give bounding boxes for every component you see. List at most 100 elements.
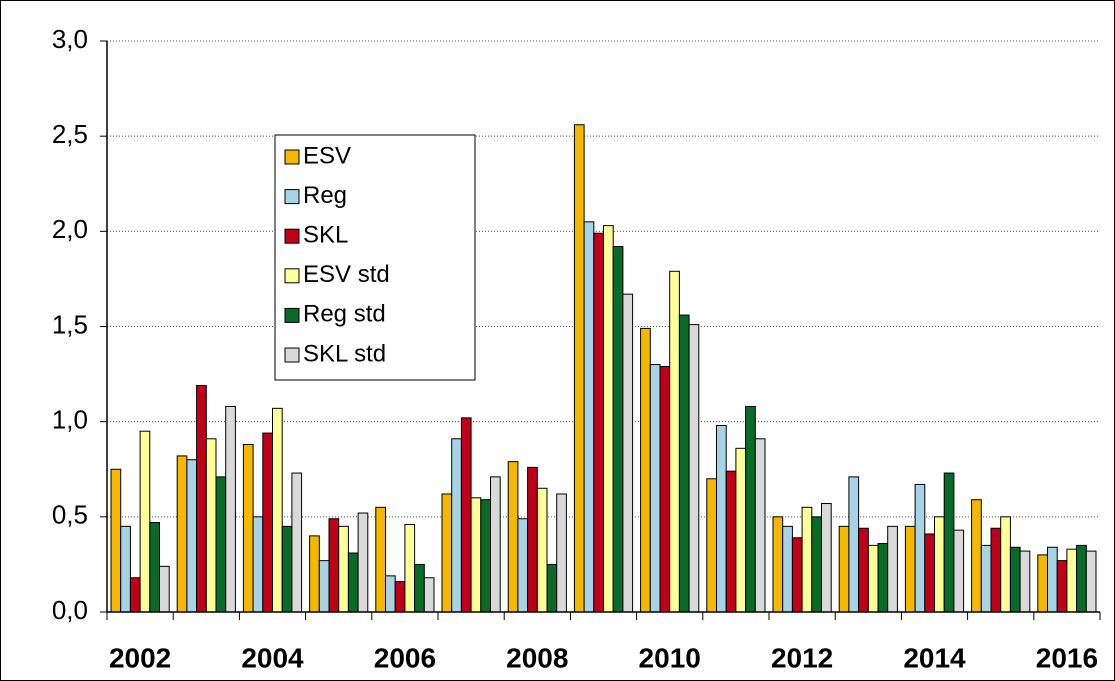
bar bbox=[1000, 516, 1011, 613]
x-tick-label: 2006 bbox=[374, 642, 436, 673]
bar bbox=[536, 487, 548, 613]
bar bbox=[225, 405, 236, 613]
bar bbox=[904, 525, 916, 613]
bar bbox=[612, 246, 624, 613]
bar bbox=[801, 506, 813, 613]
x-tick-label: 2014 bbox=[903, 642, 966, 673]
bar bbox=[603, 225, 614, 613]
bar bbox=[848, 476, 860, 613]
y-tick-label: 3,0 bbox=[52, 24, 88, 54]
y-tick-label: 0,5 bbox=[52, 500, 88, 530]
bar bbox=[149, 522, 161, 613]
bar bbox=[583, 221, 595, 613]
bar bbox=[622, 293, 634, 613]
bar bbox=[272, 407, 283, 613]
bar bbox=[934, 516, 945, 613]
bar bbox=[1047, 546, 1058, 613]
bar bbox=[877, 542, 889, 613]
bar bbox=[706, 478, 717, 613]
bar bbox=[215, 476, 227, 613]
bar bbox=[573, 124, 585, 613]
x-tick-label: 2012 bbox=[771, 642, 833, 673]
bar bbox=[953, 529, 965, 613]
bar bbox=[139, 430, 151, 613]
legend-swatch bbox=[284, 149, 300, 165]
bar bbox=[110, 468, 122, 613]
bar bbox=[328, 518, 340, 613]
legend-swatch bbox=[284, 268, 300, 284]
bar bbox=[357, 512, 369, 613]
bar bbox=[716, 424, 727, 613]
legend-swatch bbox=[284, 347, 300, 363]
bar bbox=[507, 461, 519, 613]
bar bbox=[745, 405, 756, 613]
bar bbox=[451, 438, 462, 613]
bar bbox=[527, 466, 538, 613]
bar bbox=[262, 432, 273, 613]
bar bbox=[1037, 554, 1049, 613]
bar bbox=[309, 535, 320, 613]
bar bbox=[821, 503, 832, 613]
x-tick-label: 2008 bbox=[506, 642, 568, 673]
bar bbox=[120, 525, 131, 613]
bar bbox=[659, 365, 671, 613]
bar bbox=[441, 493, 453, 613]
bar bbox=[887, 525, 898, 613]
bar bbox=[791, 537, 803, 613]
bar bbox=[404, 523, 416, 613]
bar bbox=[252, 516, 264, 613]
bar bbox=[1085, 550, 1097, 613]
bar bbox=[129, 577, 141, 613]
bar bbox=[669, 270, 680, 613]
bar bbox=[943, 472, 955, 613]
bar bbox=[186, 459, 198, 613]
bar bbox=[205, 438, 217, 613]
legend-label: ESV std bbox=[303, 261, 390, 288]
bar bbox=[1009, 546, 1021, 613]
legend-swatch bbox=[284, 189, 300, 205]
bar bbox=[196, 385, 207, 613]
bar bbox=[867, 544, 879, 613]
x-tick-label: 2004 bbox=[241, 642, 304, 673]
bar bbox=[375, 506, 386, 613]
bar bbox=[980, 544, 992, 613]
bar bbox=[593, 232, 604, 613]
bar bbox=[678, 314, 690, 613]
bar bbox=[782, 525, 793, 613]
y-tick-label: 0,0 bbox=[52, 595, 88, 625]
legend-label: SKL std bbox=[303, 340, 386, 367]
legend-swatch bbox=[284, 307, 300, 323]
bar bbox=[414, 563, 425, 613]
bar bbox=[318, 560, 330, 613]
bar bbox=[338, 525, 349, 613]
bar bbox=[517, 518, 529, 613]
legend-label: Reg bbox=[303, 182, 347, 209]
bar bbox=[688, 324, 700, 613]
bar bbox=[1066, 548, 1078, 613]
bar bbox=[556, 493, 567, 613]
bar bbox=[971, 499, 982, 613]
x-tick-label: 2002 bbox=[109, 642, 171, 673]
bar bbox=[914, 483, 926, 613]
bar bbox=[735, 447, 747, 613]
bar bbox=[394, 581, 406, 613]
bar bbox=[1076, 544, 1087, 613]
bar bbox=[159, 565, 170, 613]
bar bbox=[281, 525, 293, 613]
bar bbox=[754, 438, 766, 613]
bar bbox=[640, 327, 651, 613]
bar bbox=[423, 577, 435, 613]
bar bbox=[347, 552, 359, 613]
bar bbox=[772, 516, 784, 613]
y-tick-label: 1,0 bbox=[52, 405, 88, 435]
bar bbox=[470, 497, 482, 613]
bar bbox=[838, 525, 850, 613]
bar bbox=[291, 472, 303, 613]
y-tick-label: 2,5 bbox=[52, 119, 88, 149]
bar bbox=[858, 527, 869, 613]
y-tick-label: 1,5 bbox=[52, 309, 88, 339]
bar bbox=[460, 417, 472, 613]
y-tick-label: 2,0 bbox=[52, 214, 88, 244]
bar bbox=[1056, 560, 1068, 613]
legend-label: Reg std bbox=[303, 301, 386, 328]
